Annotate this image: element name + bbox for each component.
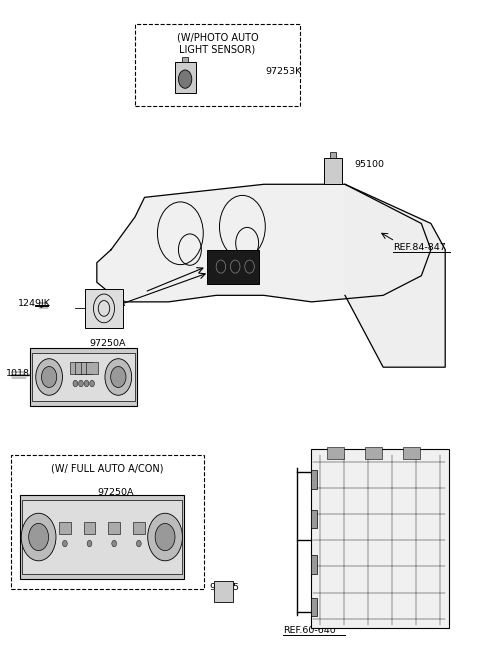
Bar — [365, 447, 382, 459]
Bar — [206, 251, 259, 284]
Circle shape — [79, 380, 84, 387]
Circle shape — [148, 513, 182, 561]
Text: (W/ FULL AUTO A/CON): (W/ FULL AUTO A/CON) — [51, 464, 164, 474]
Circle shape — [105, 359, 132, 396]
Text: 97253K: 97253K — [265, 67, 301, 76]
Circle shape — [73, 380, 78, 387]
Bar — [311, 510, 317, 528]
Bar — [20, 495, 184, 579]
Text: 95100: 95100 — [355, 160, 384, 169]
Bar — [311, 449, 449, 628]
Text: 1018AD: 1018AD — [6, 369, 44, 379]
Bar — [324, 157, 342, 184]
Bar — [75, 362, 87, 374]
Circle shape — [90, 380, 95, 387]
Bar — [59, 522, 71, 534]
Bar — [175, 62, 196, 94]
Bar — [311, 556, 317, 573]
Circle shape — [41, 367, 57, 388]
Bar — [85, 289, 123, 328]
Bar — [135, 24, 300, 106]
Circle shape — [179, 70, 192, 89]
Bar — [330, 152, 336, 157]
Text: 1249JK: 1249JK — [18, 298, 51, 308]
Bar — [214, 581, 233, 602]
Bar — [70, 362, 81, 374]
Circle shape — [29, 523, 48, 550]
Bar — [182, 57, 188, 62]
Text: REF.60-640: REF.60-640 — [283, 626, 336, 635]
Circle shape — [112, 541, 117, 547]
Bar — [403, 447, 420, 459]
Text: 97254R: 97254R — [90, 298, 126, 308]
Text: 97250A: 97250A — [97, 488, 134, 497]
Bar — [86, 362, 98, 374]
Text: REF.84-847: REF.84-847 — [393, 243, 445, 251]
Polygon shape — [97, 184, 431, 302]
Circle shape — [155, 523, 175, 550]
Circle shape — [111, 367, 126, 388]
Text: (W/PHOTO AUTO
LIGHT SENSOR): (W/PHOTO AUTO LIGHT SENSOR) — [177, 33, 258, 54]
Bar — [11, 455, 204, 589]
Bar — [30, 348, 137, 406]
Bar — [81, 362, 92, 374]
Polygon shape — [345, 184, 445, 367]
Bar — [22, 500, 182, 574]
Bar — [311, 470, 317, 489]
Text: 96985: 96985 — [209, 583, 239, 592]
Bar — [133, 522, 144, 534]
Bar — [108, 522, 120, 534]
Circle shape — [87, 541, 92, 547]
Circle shape — [136, 541, 141, 547]
Circle shape — [36, 359, 62, 396]
Bar — [311, 598, 317, 616]
Text: 97250A: 97250A — [90, 339, 126, 348]
Circle shape — [21, 513, 56, 561]
Bar — [327, 447, 344, 459]
Circle shape — [84, 380, 89, 387]
Bar — [84, 522, 95, 534]
Bar — [33, 353, 135, 401]
Circle shape — [62, 541, 67, 547]
